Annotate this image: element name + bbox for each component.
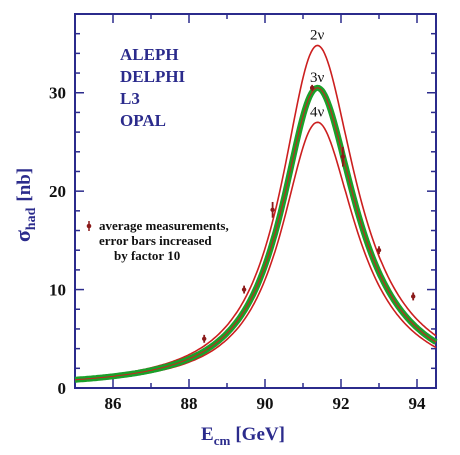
y-axis-title: σhad [nb]: [10, 168, 39, 242]
curve-3nu: [74, 87, 437, 381]
y-axis-symbol: σ: [10, 230, 35, 242]
x-axis-ticks: 86 88 90 92 94: [74, 14, 427, 413]
curve-label-3nu: 3ν: [310, 70, 325, 86]
y-tick-label: 20: [49, 182, 66, 201]
x-tick-label: 86: [105, 394, 122, 413]
x-tick-label: 88: [181, 394, 198, 413]
measurement-point: [411, 292, 416, 301]
x-tick-label: 94: [409, 394, 427, 413]
measurements-layer: [202, 84, 416, 343]
measurement-point: [340, 146, 346, 167]
experiment-name: OPAL: [120, 111, 166, 130]
y-axis-subscript: had: [24, 207, 39, 230]
plot-frame: [74, 13, 437, 389]
measurement-point: [270, 201, 275, 218]
y-tick-label: 0: [58, 379, 67, 398]
y-tick-label: 30: [49, 84, 66, 103]
measurement-point: [241, 285, 247, 294]
experiment-name: ALEPH: [120, 45, 179, 64]
x-tick-label: 92: [333, 394, 350, 413]
measurement-point: [376, 246, 382, 255]
x-axis-subscript: cm: [214, 433, 231, 448]
legend-line: average measurements,: [99, 218, 229, 233]
legend-marker: [86, 221, 92, 231]
legend-line: error bars increased: [99, 233, 212, 248]
y-axis-unit: [nb]: [14, 168, 35, 202]
x-axis-symbol: E: [201, 424, 214, 445]
curves-layer: [73, 44, 438, 383]
legend: average measurements, error bars increas…: [86, 218, 229, 263]
curve-label-2nu: 2ν: [310, 28, 325, 44]
x-axis-unit: [GeV]: [235, 424, 285, 445]
curve-label-4nu: 4ν: [310, 104, 325, 120]
legend-line: by factor 10: [114, 248, 180, 263]
x-tick-label: 90: [257, 394, 274, 413]
y-axis-ticks: 0 10 20 30: [49, 13, 436, 398]
measurement-point: [202, 334, 207, 343]
y-tick-label: 10: [49, 281, 66, 300]
x-axis-title: Ecm [GeV]: [201, 424, 285, 448]
experiment-name: DELPHI: [120, 67, 186, 86]
measurement-point: [309, 84, 315, 91]
experiment-name: L3: [120, 89, 140, 108]
experiment-list: ALEPH DELPHI L3 OPAL: [120, 45, 186, 130]
